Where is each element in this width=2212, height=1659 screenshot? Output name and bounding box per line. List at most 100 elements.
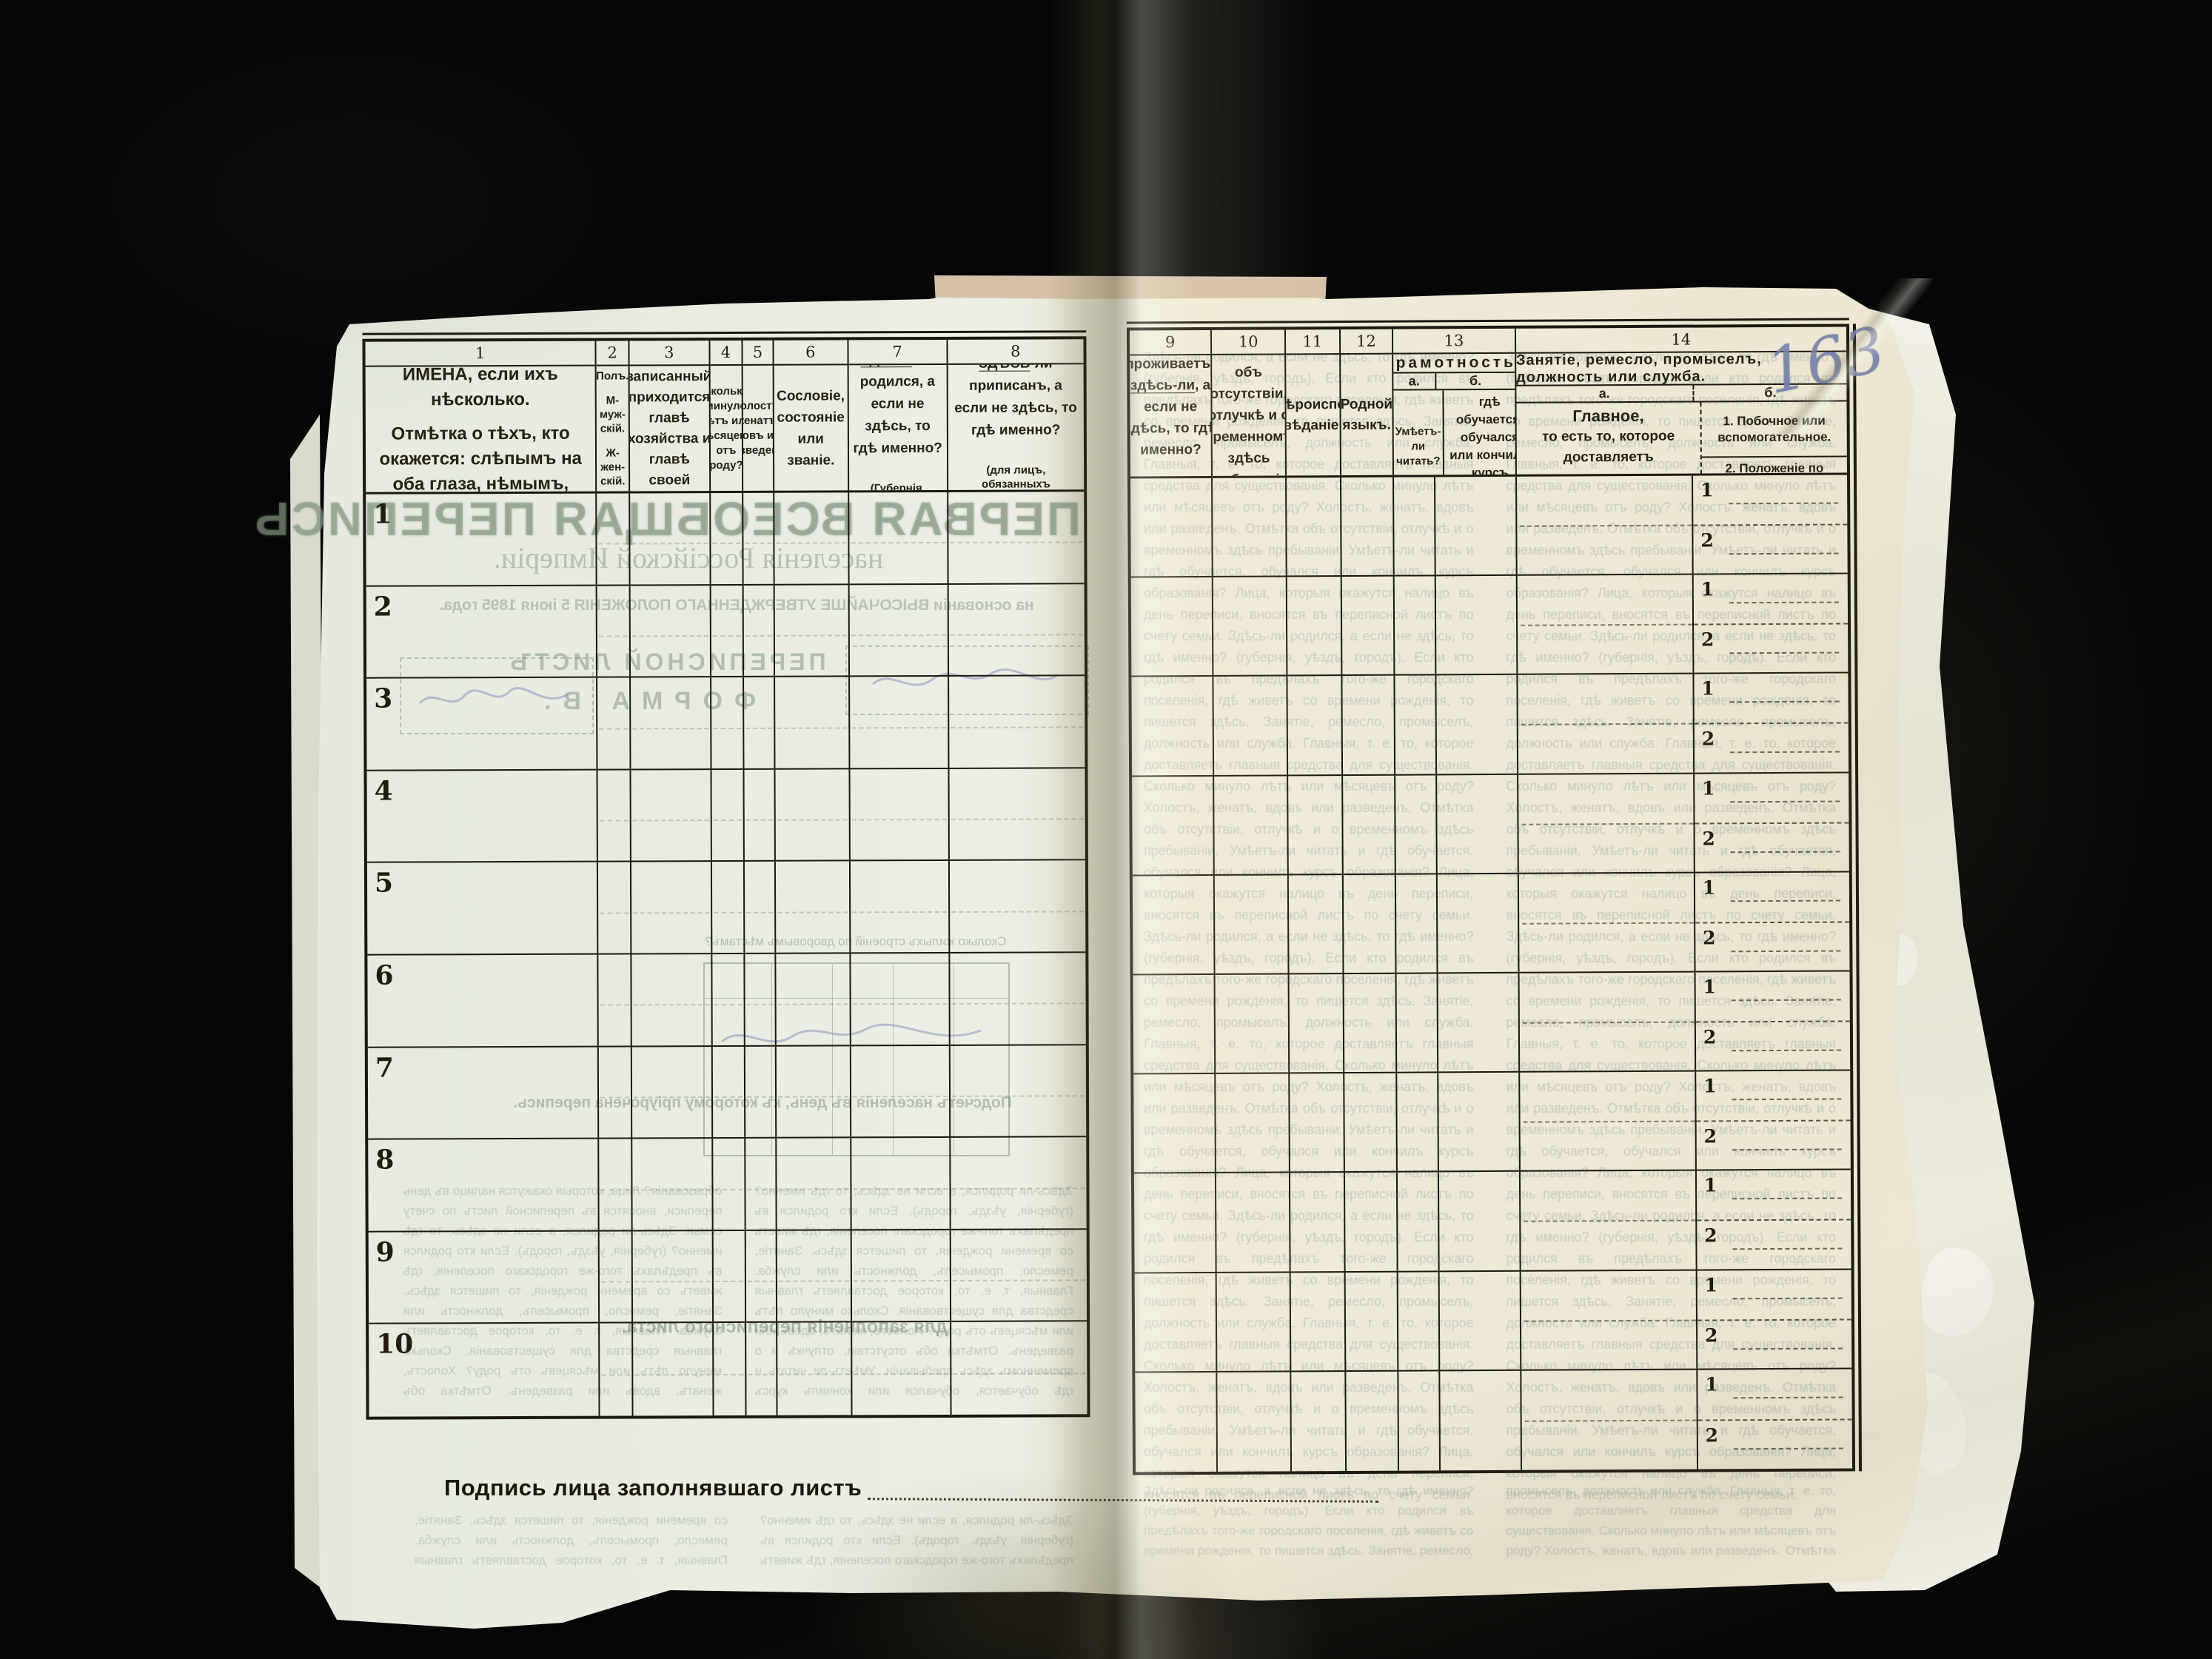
empty-cell bbox=[1519, 1071, 1697, 1171]
signature-label: Подпись лица заполнявшаго листъ bbox=[444, 1475, 862, 1501]
empty-cell bbox=[1518, 774, 1695, 873]
empty-cell bbox=[774, 677, 851, 768]
empty-cell bbox=[1439, 1172, 1521, 1270]
empty-cell bbox=[1130, 577, 1214, 676]
empty-cell bbox=[848, 492, 949, 584]
row-number: 1 bbox=[373, 498, 392, 530]
empty-cell bbox=[1342, 775, 1397, 874]
header-sex: Полъ. М-муж-скій. Ж-жен-скій. bbox=[596, 366, 631, 492]
empty-cell bbox=[1520, 1170, 1697, 1270]
header-literacy-b: б. bbox=[1469, 373, 1482, 389]
empty-cell bbox=[1521, 1370, 1698, 1470]
writing-line bbox=[1731, 999, 1841, 1002]
military-status-line: 2 bbox=[1694, 625, 1848, 673]
census-table-left-page: 1 2 3 4 5 6 7 8 ФАМИЛІЯ (прозвище), ИМЯ … bbox=[362, 336, 1090, 1420]
name-cell: 10 bbox=[369, 1323, 600, 1417]
side-occupation-line: 1 bbox=[1695, 971, 1850, 1023]
writing-line bbox=[1731, 1049, 1842, 1052]
table-row: 1 2 bbox=[1135, 1369, 1852, 1472]
empty-cell bbox=[776, 1045, 851, 1137]
side-occupation-line: 1 bbox=[1697, 1269, 1851, 1321]
empty-cell bbox=[777, 1230, 852, 1322]
empty-cell bbox=[599, 1047, 633, 1138]
empty-cell bbox=[745, 1230, 777, 1322]
writing-line bbox=[1732, 1197, 1843, 1200]
empty-cell bbox=[1214, 775, 1289, 874]
header-military-status: 2. Положеніе по воинской повинности. bbox=[1725, 460, 1824, 475]
side-occupation-line: 1 bbox=[1694, 673, 1849, 725]
empty-cell bbox=[713, 1323, 747, 1416]
empty-cell bbox=[631, 769, 712, 861]
side-occupation-line: 1 bbox=[1697, 1369, 1852, 1421]
sub-row-number: 1 bbox=[1700, 578, 1715, 600]
empty-cell bbox=[1435, 476, 1518, 575]
name-cell: 6 bbox=[367, 954, 600, 1047]
empty-cell bbox=[951, 1230, 1087, 1321]
empty-cell bbox=[1343, 874, 1397, 973]
writing-line bbox=[1733, 1447, 1843, 1450]
military-status-line: 2 bbox=[1695, 922, 1849, 971]
empty-cell bbox=[1395, 774, 1438, 874]
empty-cell bbox=[775, 861, 851, 953]
empty-cell bbox=[630, 493, 711, 585]
writing-line bbox=[1730, 851, 1840, 853]
table-row: 1 2 bbox=[1133, 971, 1851, 1075]
col-number-10: 10 bbox=[1212, 329, 1287, 354]
row-number: 5 bbox=[374, 867, 394, 899]
empty-cell bbox=[1131, 677, 1215, 776]
table-row: 4 bbox=[366, 768, 1085, 864]
header-secondary-occupation: 1. Побочное или вспомогательное. 2. Поло… bbox=[1701, 401, 1847, 475]
empty-cell bbox=[1344, 1073, 1398, 1172]
empty-cell bbox=[948, 492, 1085, 583]
sub-row-number: 2 bbox=[1703, 1125, 1717, 1147]
empty-cell bbox=[1394, 576, 1437, 675]
name-cell: 7 bbox=[367, 1047, 600, 1139]
empty-cell bbox=[711, 769, 745, 861]
sub-row-number: 1 bbox=[1703, 1174, 1717, 1196]
occupation-sub-cells: 1 2 bbox=[1695, 872, 1850, 971]
empty-cell bbox=[949, 768, 1085, 859]
empty-cell bbox=[1341, 477, 1395, 576]
side-occupation-line: 1 bbox=[1696, 1170, 1851, 1221]
writing-line bbox=[1729, 601, 1839, 604]
empty-cell bbox=[1287, 577, 1342, 675]
empty-cell bbox=[850, 768, 950, 860]
empty-cell bbox=[850, 861, 950, 953]
col-number-3: 3 bbox=[629, 341, 711, 365]
empty-cell bbox=[745, 953, 777, 1045]
empty-cell bbox=[711, 862, 745, 953]
header-main-occupation-line3: главныя средства для существованія. bbox=[1521, 468, 1697, 475]
header-sex-male: М-муж-скій. bbox=[599, 394, 626, 435]
side-occupation-line: 1 bbox=[1694, 773, 1849, 825]
table-row: 6 bbox=[367, 953, 1086, 1048]
occupation-sub-cells: 1 2 bbox=[1694, 773, 1849, 871]
empty-cell bbox=[1130, 477, 1214, 577]
side-occupation-line: 1 bbox=[1692, 475, 1848, 526]
empty-cell bbox=[1438, 1072, 1521, 1171]
header-literacy-title: Грамотность. bbox=[1393, 354, 1517, 374]
sub-row-number: 1 bbox=[1702, 877, 1716, 899]
col-number-1: 1 bbox=[365, 341, 597, 366]
writing-line bbox=[1730, 899, 1840, 902]
writing-line bbox=[1731, 950, 1841, 953]
empty-cell bbox=[630, 585, 711, 677]
empty-cell bbox=[1216, 1272, 1292, 1371]
writing-line bbox=[1733, 1347, 1843, 1350]
empty-cell bbox=[1396, 874, 1438, 973]
sub-row-number: 2 bbox=[1704, 1224, 1717, 1247]
empty-cell bbox=[1289, 973, 1344, 1073]
military-status-line: 2 bbox=[1696, 1122, 1850, 1170]
empty-cell bbox=[1287, 477, 1342, 576]
occupation-sub-cells: 1 2 bbox=[1694, 673, 1849, 772]
col-number-2: 2 bbox=[596, 341, 630, 365]
empty-cell bbox=[774, 585, 850, 676]
row-number: 6 bbox=[375, 959, 394, 991]
empty-cell bbox=[851, 953, 951, 1045]
empty-cell bbox=[631, 954, 713, 1046]
empty-cell bbox=[1288, 874, 1344, 973]
table-row: 1 2 bbox=[1132, 872, 1850, 976]
empty-cell bbox=[1290, 1073, 1345, 1172]
header-literacy-subletters: а. б. bbox=[1393, 372, 1515, 391]
empty-cell bbox=[1213, 577, 1288, 676]
